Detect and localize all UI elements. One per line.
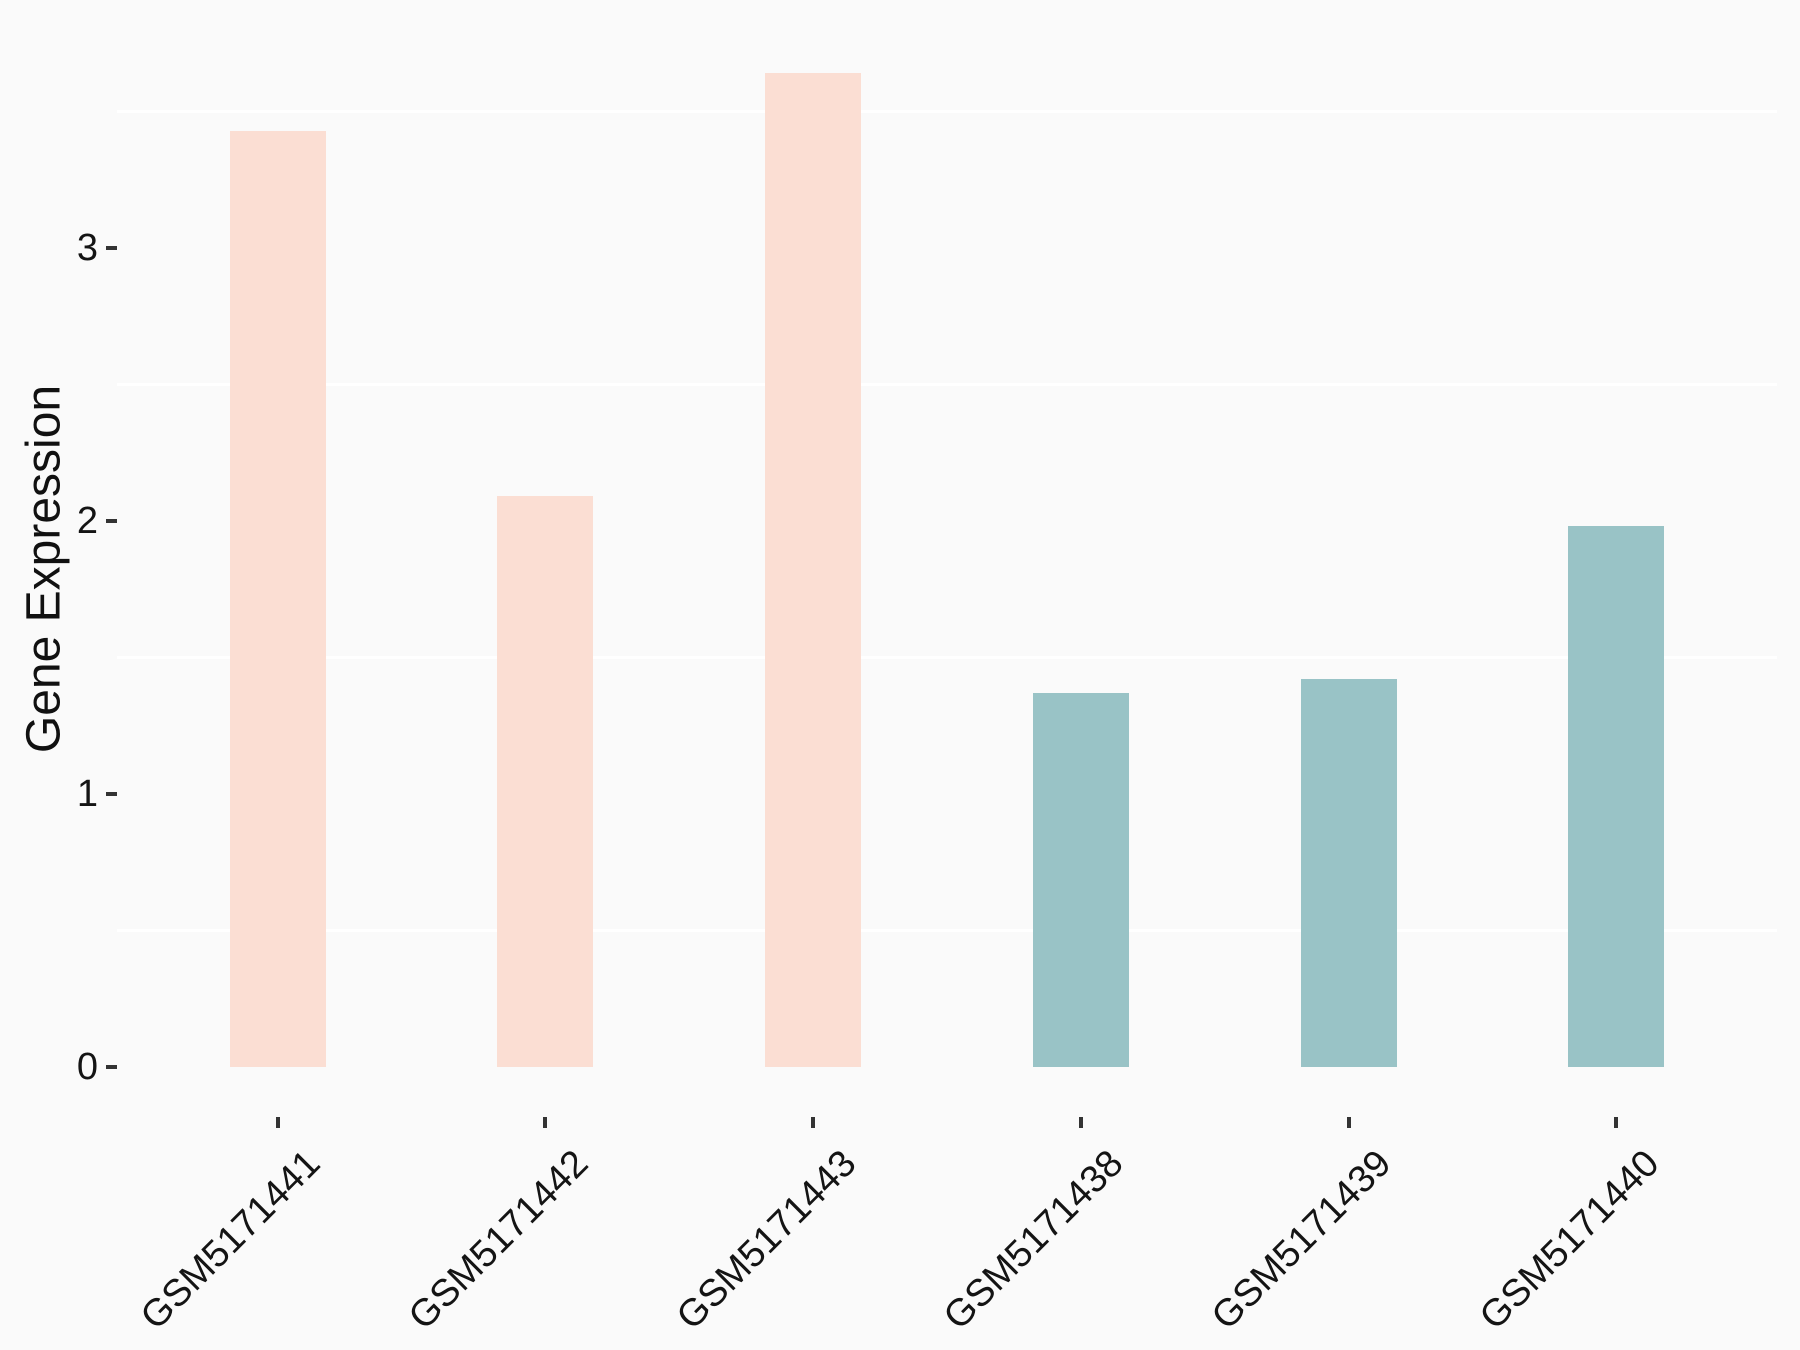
y-tick-mark-1: [106, 792, 117, 796]
x-tick-label-GSM5171439: GSM5171439: [1204, 1142, 1400, 1338]
bar-GSM5171438: [1032, 692, 1129, 1067]
x-tick-label-GSM5171442: GSM5171442: [400, 1142, 597, 1338]
bar-GSM5171440: [1568, 526, 1665, 1067]
y-tick-label-0: 0: [76, 1046, 98, 1088]
minor-gridline-y-0.5: [117, 929, 1777, 932]
y-axis-title-text: Gene Expression: [17, 384, 71, 754]
x-tick-label-GSM5171440: GSM5171440: [1471, 1142, 1668, 1338]
y-tick-mark-3: [106, 246, 117, 250]
y-tick-mark-0: [106, 1065, 117, 1069]
x-tick-mark-GSM5171440: [1614, 1117, 1619, 1128]
x-tick-mark-GSM5171439: [1346, 1117, 1351, 1128]
y-tick-label-2: 2: [76, 500, 98, 542]
x-tick-mark-GSM5171438: [1078, 1117, 1083, 1128]
y-tick-mark-2: [106, 519, 117, 523]
bar-GSM5171439: [1300, 679, 1397, 1067]
x-tick-label-GSM5171441: GSM5171441: [133, 1142, 329, 1338]
y-tick-label-3: 3: [76, 227, 98, 269]
minor-gridline-y-1.5: [117, 656, 1777, 659]
bar-GSM5171442: [497, 496, 594, 1067]
bar-GSM5171443: [765, 73, 862, 1067]
minor-gridline-y-3.5: [117, 110, 1777, 113]
minor-gridline-y-2.5: [117, 383, 1777, 386]
x-tick-mark-GSM5171442: [543, 1117, 548, 1128]
x-tick-label-GSM5171443: GSM5171443: [668, 1142, 865, 1338]
x-tick-mark-GSM5171441: [275, 1117, 280, 1128]
y-tick-label-1: 1: [76, 773, 98, 815]
x-tick-mark-GSM5171443: [811, 1117, 816, 1128]
plot-panel: [117, 21, 1777, 1117]
bar-GSM5171441: [229, 130, 326, 1067]
x-tick-label-GSM5171438: GSM5171438: [936, 1142, 1132, 1338]
